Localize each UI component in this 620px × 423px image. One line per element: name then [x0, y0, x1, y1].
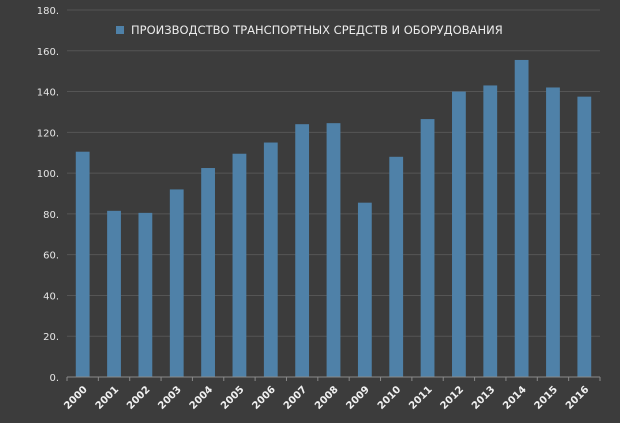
x-tick-label: 2015 — [533, 384, 560, 411]
y-tick-label: 0. — [49, 373, 59, 384]
x-tick-label: 2012 — [439, 384, 466, 411]
y-axis: 0. 20. 40. 60. 80. 100. 120. 140. 160. 180. — [37, 6, 59, 384]
bar-2007 — [295, 124, 310, 377]
x-tick-label: 2000 — [62, 384, 89, 411]
x-tick-label: 2006 — [250, 384, 277, 411]
legend: ПРОИЗВОДСТВО ТРАНСПОРТНЫХ СРЕДСТВ И ОБОР… — [116, 23, 503, 37]
bar-2014 — [514, 59, 529, 377]
x-tick-label: 2001 — [94, 384, 121, 411]
x-tick-label: 2011 — [407, 384, 434, 411]
x-tick-label: 2003 — [156, 384, 183, 411]
bar-2016 — [577, 96, 592, 378]
bar-2011 — [420, 119, 435, 377]
x-axis: 2000 2001 2002 2003 2004 2005 2006 2007 2008 2009… — [62, 376, 601, 412]
bar-2000 — [75, 151, 90, 377]
bar-2001 — [107, 210, 121, 377]
bar-2008 — [326, 123, 341, 378]
legend-swatch — [116, 26, 124, 34]
x-tick-label: 2013 — [470, 384, 497, 411]
bar-2015 — [546, 87, 560, 377]
y-tick-label: 20. — [43, 332, 59, 343]
x-tick-label: 2016 — [564, 384, 591, 411]
y-tick-label: 40. — [43, 291, 59, 302]
bar-2002 — [138, 212, 153, 377]
bar-2006 — [263, 142, 278, 377]
x-tick-label: 2004 — [188, 384, 215, 411]
y-tick-label: 180. — [37, 6, 59, 17]
legend-label: ПРОИЗВОДСТВО ТРАНСПОРТНЫХ СРЕДСТВ И ОБОР… — [131, 23, 503, 37]
bar-2005 — [232, 153, 247, 377]
x-tick-label: 2002 — [125, 384, 152, 411]
y-tick-label: 100. — [37, 169, 59, 180]
bars — [75, 59, 592, 378]
x-tick-label: 2007 — [282, 384, 309, 411]
bar-2004 — [201, 168, 215, 377]
y-tick-label: 140. — [37, 88, 59, 99]
y-tick-label: 80. — [43, 210, 59, 221]
y-tick-label: 60. — [43, 251, 59, 262]
bar-2013 — [483, 85, 498, 377]
bar-2010 — [389, 156, 404, 377]
y-tick-label: 120. — [37, 128, 59, 139]
x-tick-label: 2010 — [376, 384, 403, 411]
x-tick-label: 2009 — [345, 384, 372, 411]
x-tick-label: 2005 — [219, 384, 246, 411]
x-tick-label: 2008 — [313, 384, 340, 411]
x-tick-label: 2014 — [501, 384, 528, 411]
bar-2009 — [357, 202, 372, 377]
bar-2012 — [452, 91, 466, 378]
bar-2003 — [169, 189, 184, 377]
y-tick-label: 160. — [37, 47, 59, 58]
